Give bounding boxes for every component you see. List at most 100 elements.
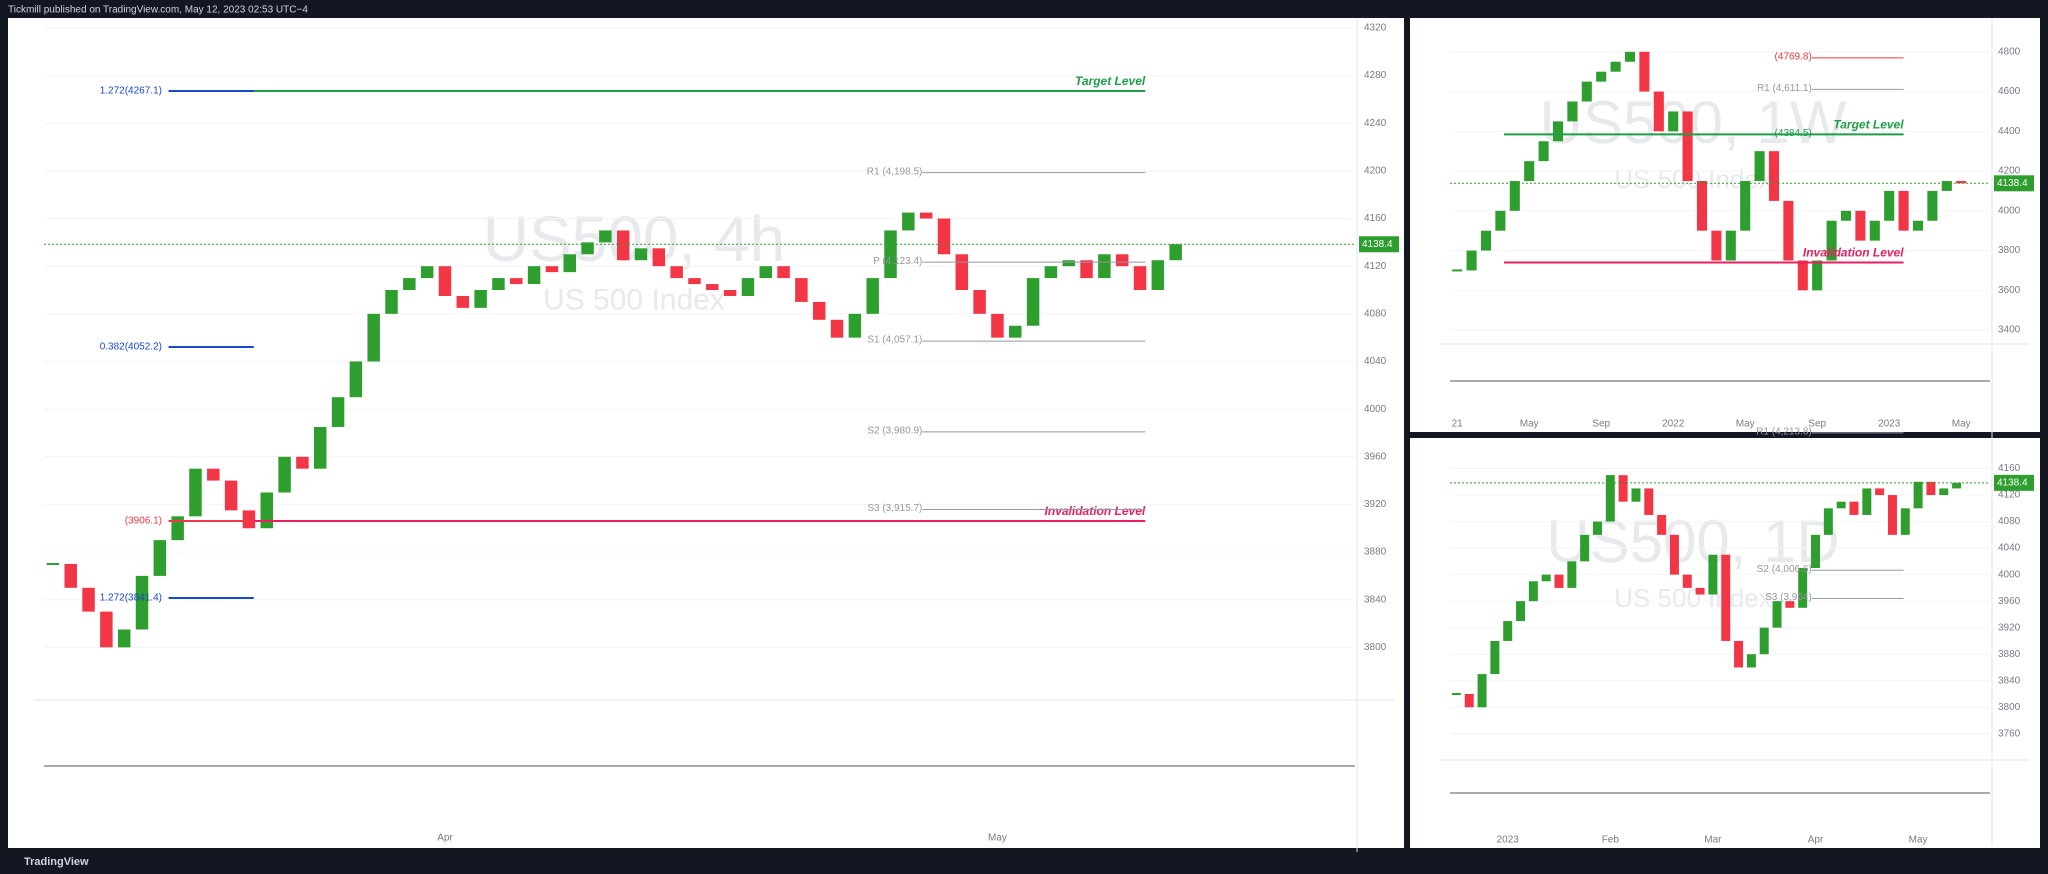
y-tick-label: 3920	[1364, 499, 1387, 510]
candle	[1524, 161, 1535, 181]
candle	[100, 611, 113, 648]
panel-weekly	[1410, 18, 2040, 432]
candle	[135, 575, 149, 630]
candle	[1644, 488, 1654, 515]
candle	[1528, 581, 1538, 602]
candle	[919, 212, 933, 219]
x-tick-label: 2023	[1878, 419, 1901, 430]
candle	[1466, 250, 1477, 271]
candle	[1639, 51, 1650, 92]
candle	[795, 278, 808, 302]
y-tick-label: 3960	[1998, 596, 2021, 607]
candle	[1567, 561, 1577, 588]
candle	[563, 254, 576, 273]
panel-main	[8, 18, 1404, 848]
candle	[1452, 269, 1463, 272]
candle	[688, 278, 701, 285]
watermark-title: US500, 4h	[483, 203, 785, 275]
candle	[1754, 151, 1765, 181]
y-tick-label: 4200	[1998, 166, 2021, 177]
candle	[1495, 210, 1506, 231]
candle	[527, 266, 541, 285]
watermark-title: US500, 1D	[1546, 508, 1840, 575]
x-tick-label: Apr	[1808, 835, 1824, 846]
candle	[1952, 482, 1962, 489]
y-tick-label: 3840	[1364, 594, 1387, 605]
candle	[1759, 627, 1769, 655]
candle	[367, 313, 380, 362]
y-tick-label: 4080	[1364, 308, 1387, 319]
candle	[296, 456, 309, 469]
candle	[1798, 568, 1808, 608]
x-tick-label: 2022	[1662, 419, 1685, 430]
y-tick-label: 3760	[1998, 728, 2021, 739]
y-tick-label: 4280	[1364, 70, 1387, 81]
x-tick-label: Sep	[1808, 419, 1826, 430]
candle	[1746, 654, 1756, 668]
candle	[616, 230, 630, 261]
candle	[1115, 254, 1129, 267]
candle	[1695, 587, 1705, 595]
x-tick-label: May	[988, 833, 1007, 844]
candle	[492, 278, 505, 291]
candle	[581, 242, 594, 255]
x-tick-label: May	[1952, 419, 1971, 430]
pivot-label: R1 (4,611.1)	[1757, 83, 1812, 94]
candle	[1785, 601, 1795, 608]
y-tick-label: 3600	[1998, 285, 2021, 296]
candle	[1849, 501, 1859, 515]
candle	[1624, 51, 1636, 62]
header-text: Tickmill published on TradingView.com, M…	[8, 5, 308, 16]
y-tick-label: 4160	[1364, 213, 1387, 224]
candle	[1653, 91, 1664, 132]
y-tick-label: 3840	[1998, 675, 2021, 686]
candle	[1862, 488, 1872, 515]
footer-brand[interactable]: TradingView	[24, 856, 89, 868]
zone-label: Target Level	[1075, 74, 1146, 88]
y-tick-label: 3800	[1364, 642, 1387, 653]
candle	[1169, 244, 1182, 261]
candle	[1509, 181, 1520, 211]
candle	[1734, 640, 1744, 668]
last-price-label: 4138.4	[1997, 178, 2028, 189]
x-tick-label: Mar	[1704, 835, 1722, 846]
candle	[1026, 278, 1040, 326]
candle	[1887, 495, 1897, 535]
candle	[64, 563, 77, 588]
y-tick-label: 3920	[1998, 622, 2021, 633]
candle	[937, 218, 951, 255]
candle	[955, 254, 969, 291]
candle	[438, 266, 452, 296]
candle	[759, 266, 773, 279]
candle	[1898, 190, 1909, 231]
candle	[1941, 181, 1952, 191]
watermark-subtitle: US 500 Index	[543, 284, 725, 317]
y-tick-label: 3800	[1998, 245, 2021, 256]
candle	[82, 587, 95, 612]
last-price-badge	[1994, 474, 2034, 491]
candle	[510, 278, 523, 285]
candle	[1503, 621, 1513, 641]
candle	[278, 456, 291, 493]
candle	[1657, 514, 1667, 535]
candle	[1913, 481, 1923, 509]
candle	[1605, 475, 1615, 522]
zone-label: Target Level	[1833, 118, 1904, 132]
pivot-label: (4384.5)	[1775, 128, 1812, 139]
pivot-label: S3 (3,964)	[1765, 592, 1812, 603]
candle	[1812, 260, 1823, 291]
candle	[1062, 260, 1075, 267]
candle	[1490, 640, 1500, 675]
candle	[1840, 210, 1852, 221]
candle	[1711, 230, 1722, 261]
pivot-label: S1 (4,057.1)	[867, 335, 922, 346]
candle	[1797, 260, 1808, 291]
y-tick-label: 4240	[1364, 118, 1387, 129]
y-tick-label: 4160	[1998, 463, 2021, 474]
candle	[153, 540, 167, 576]
candle	[1098, 254, 1111, 279]
y-tick-label: 3960	[1364, 451, 1387, 462]
candle	[1080, 260, 1093, 279]
candle	[385, 290, 398, 314]
pivot-label: S3 (3,915.7)	[867, 503, 922, 514]
